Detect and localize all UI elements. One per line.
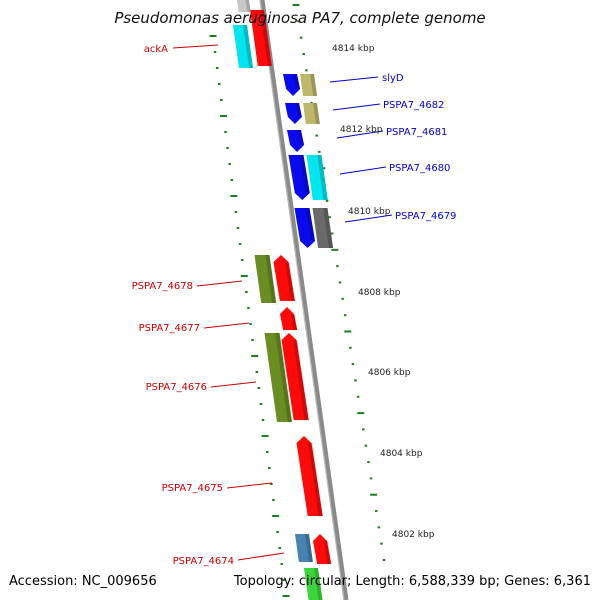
pspa7-4677-red-feature-shade [291,314,298,330]
kbp-label: 4808 kbp [358,288,401,298]
gene-label: PSPA7_4676 [146,382,207,393]
backbone-highlight [259,0,345,600]
pspa7-4681-blue-feature-shade [297,130,305,145]
green-feature-bottom-shade [314,568,323,600]
kbp-label: 4812 kbp [340,125,383,135]
slyD-blue-feature-shade [293,74,301,89]
pspa7-4674-steel-feature [295,534,313,562]
pspa7-4679-grey-feature-shade [323,208,334,248]
gene-label: PSPA7_4679 [395,211,456,222]
gene-leader-line [172,44,219,49]
pspa7-4675-red-feature [296,436,323,516]
backbone-line [259,0,349,600]
gene-features [233,0,334,600]
gene-label: ackA [144,44,168,55]
kbp-axis-labels: 4814 kbp 4812 kbp 4810 kbp 4808 kbp 4806 kbp… [332,44,435,540]
genome-backbone [259,0,349,600]
gene-leader-line [203,322,250,329]
slyD-khaki-feature [300,74,318,96]
pspa7-4680-blue-feature-shade [299,155,310,193]
kbp-label: 4810 kbp [348,207,391,217]
pspa7-4676-olive-feature-shade [275,333,292,422]
pspa7-4680-blue-feature [288,155,310,200]
gene-label: PSPA7_4677 [139,323,200,334]
pspa7-4679-blue-feature-shade [305,208,316,241]
pspa7-4678-olive-feature [254,255,277,303]
kbp-label: 4806 kbp [368,368,411,378]
gene-leader-line [339,166,387,175]
gene-leader-line [196,280,243,287]
gene-leader-line [336,130,384,139]
slyD-khaki-feature-shade [310,74,318,96]
map-title: Pseudomonas aeruginosa PA7, complete gen… [114,9,486,27]
pspa7-4678-red-feature-shade [285,262,295,301]
pspa7-4676-red-feature [281,333,309,420]
pspa7-4679-grey-feature [312,208,334,248]
gene-label: PSPA7_4674 [173,556,234,567]
pspa7-4674-steel-feature-shade [305,534,313,562]
gray-feature-top-shade [245,0,251,12]
gene-label: PSPA7_4675 [162,483,223,494]
pspa7-4680-cyan-feature-shade [317,155,328,200]
gene-leader-line [210,381,257,388]
outer-tick-track [209,4,386,597]
pspa7-4679-blue-feature [294,208,316,248]
pspa7-4681-blue-feature [287,130,305,152]
pspa7-4674-red-feature-shade [324,541,332,564]
gene-leader-line [344,214,393,223]
ackA-cyan-feature-shade [243,25,254,68]
slyD-blue-feature [283,74,301,96]
pspa7-4682-blue-feature-shade [295,103,302,117]
kbp-label: 4802 kbp [392,530,435,540]
ackA-red-feature-shade [260,10,272,66]
pspa7-4678-red-feature [273,255,295,301]
gene-labels: ackA slyD PSPA7_4682 PSPA7_4681 PSPA7_4680 PS… [132,44,457,567]
accession-text: Accession: NC_009656 [9,574,157,589]
gene-leader-line [226,482,273,489]
gene-label: PSPA7_4680 [389,163,450,174]
ackA-cyan-feature [233,25,253,68]
gene-label: PSPA7_4682 [383,100,444,111]
genome-summary-text: Topology: circular; Length: 6,588,339 bp… [233,574,591,589]
pspa7-4675-red-feature-shade [308,443,323,516]
pspa7-4674-red-feature [313,534,332,564]
pspa7-4680-cyan-feature [306,155,328,200]
kbp-label: 4814 kbp [332,44,375,54]
gene-label: PSPA7_4681 [386,127,447,138]
green-feature-bottom [304,568,323,600]
gene-label: PSPA7_4678 [132,281,193,292]
gene-leader-line [329,76,379,83]
gray-feature-top [237,0,251,12]
gene-label: slyD [382,73,404,84]
pspa7-4682-khaki-feature-shade [313,103,320,124]
pspa7-4678-olive-feature-shade [265,255,277,303]
pspa7-4676-red-feature-shade [293,340,309,420]
gene-leader-line [237,552,285,561]
ackA-red-feature [250,10,272,66]
pspa7-4682-blue-feature [285,103,302,124]
pspa7-4676-olive-feature [264,333,292,422]
gene-leader-line [332,103,381,111]
pspa7-4677-red-feature [280,307,298,330]
pspa7-4682-khaki-feature [303,103,320,124]
kbp-label: 4804 kbp [380,449,423,459]
